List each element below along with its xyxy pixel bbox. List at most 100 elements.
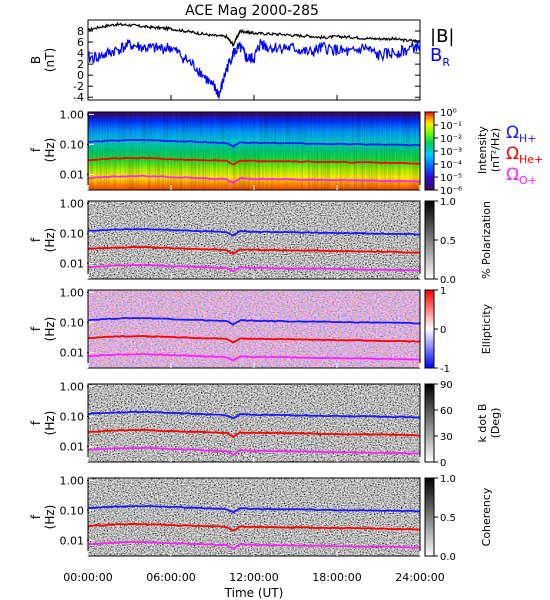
colorbar-tick-label: 1.0	[440, 197, 456, 208]
legend-br: BR	[430, 45, 450, 69]
series-b-magnitude-line	[87, 21, 421, 48]
ellipticity-colorbar-ticks: 1 0 -1	[434, 286, 450, 375]
ellipticity-spectrogram	[88, 290, 420, 368]
gyro-line-heplus	[87, 334, 421, 344]
kdotb-yticks: 1.00 0.10 0.01	[60, 380, 94, 453]
gyro-line-hplus	[87, 316, 421, 326]
colorbar-tick-label: 1	[440, 286, 446, 297]
polarization-yticks: 1.00 0.10 0.01	[60, 197, 94, 270]
legend-br-sub: R	[442, 56, 450, 69]
colorbar-tick-label: 0.5	[440, 513, 456, 524]
gyro-line-oplus	[87, 541, 420, 550]
f-ytick-label: 0.10	[60, 410, 85, 423]
colorbar-tick-label: 90	[440, 380, 453, 391]
colorbar-tick-label: 60	[440, 406, 453, 417]
x-tick-label: 12:00:00	[229, 571, 278, 584]
panel-kdotb: 1.00 0.10 0.01 f (Hz) 90 60 30 0 k dot B (Deg…	[29, 380, 502, 469]
f-ytick-label: 0.10	[60, 504, 85, 517]
kdotb-ylabel: f	[29, 420, 43, 425]
legend-omega-h: ΩH+	[506, 123, 537, 145]
b-ytick-label: 2	[77, 58, 84, 71]
b-ytick-label: 4	[77, 47, 84, 60]
f-ytick-label: 0.01	[60, 440, 85, 453]
gyro-line-hplus	[87, 138, 421, 148]
legend-omega-he-main: Ω	[506, 144, 519, 164]
f-ytick-label: 1.00	[60, 474, 85, 487]
intensity-colorbar	[424, 111, 435, 191]
f-ytick-label: 0.10	[60, 316, 85, 329]
colorbar-tick-label: 10⁻⁴	[440, 160, 462, 171]
polarization-colorbar-label: % Polarization	[480, 201, 493, 279]
f-ytick-label: 0.01	[60, 168, 85, 181]
legend-omega-o-sub: O+	[519, 174, 537, 187]
f-ytick-label: 0.01	[60, 257, 85, 270]
gyro-line-hplus	[87, 227, 421, 237]
coherency-gyro-lines	[87, 504, 421, 550]
gyro-line-oplus	[88, 174, 421, 184]
colorbar-tick-label: 0.5	[440, 236, 456, 247]
legend-omega-h-main: Ω	[506, 123, 519, 143]
title: ACE Mag 2000-285	[185, 3, 319, 19]
colorbar-tick-label: 10⁰	[440, 108, 457, 119]
x-tick-label: 18:00:00	[312, 571, 361, 584]
ellipticity-gyro-lines	[87, 316, 421, 362]
kdotb-colorbar	[424, 383, 435, 463]
kdotb-colorbar-unit: (Deg)	[489, 408, 502, 439]
intensity-colorbar-label: Intensity	[476, 126, 489, 174]
kdotb-spectrogram	[88, 384, 420, 462]
legend-omega-o: ΩO+	[506, 165, 537, 187]
b-ytick-label: -4	[73, 91, 84, 104]
polarization-ylabel: f	[29, 237, 43, 242]
panel-coherency: 1.00 0.10 0.01 f (Hz) 1.0 0.5 0.0 Coherency	[29, 474, 493, 563]
f-ytick-label: 0.01	[60, 346, 85, 359]
gyro-line-oplus	[87, 264, 421, 273]
intensity-yunit: (Hz)	[43, 138, 57, 163]
colorbar-tick-label: 0.0	[440, 275, 456, 286]
panel-b-ylabel: B	[29, 56, 43, 64]
legend-omega-he: ΩHe+	[506, 144, 543, 166]
polarization-gyro-lines	[87, 227, 421, 273]
intensity-colorbar-unit: (nT²/Hz)	[489, 128, 502, 172]
gyro-line-heplus	[87, 245, 421, 256]
coherency-yunit: (Hz)	[43, 505, 57, 530]
x-tick-label: 06:00:00	[146, 571, 195, 584]
coherency-colorbar-ticks: 1.0 0.5 0.0	[434, 474, 456, 563]
colorbar-tick-label: 10⁻⁵	[440, 173, 462, 184]
panel-b-yunit: (nT)	[43, 48, 57, 72]
colorbar-tick-label: 10⁻³	[440, 147, 462, 158]
colorbar-tick-label: 0	[440, 458, 446, 469]
f-ytick-label: 1.00	[60, 380, 85, 393]
kdotb-colorbar-ticks: 90 60 30 0	[434, 380, 453, 469]
colorbar-tick-label: 10⁻⁶	[440, 186, 462, 197]
legend-omega-o-main: Ω	[506, 165, 519, 185]
kdotb-yunit: (Hz)	[43, 411, 57, 436]
chart-title: ACE Mag 2000-285	[185, 3, 319, 19]
gyro-line-heplus	[88, 522, 420, 532]
time-axis-label: Time (UT)	[224, 586, 284, 600]
intensity-ylabel: f	[29, 147, 43, 152]
kdotb-gyro-lines	[87, 410, 421, 456]
intensity-colorbar-ticks: 10⁰ 10⁻¹ 10⁻² 10⁻³ 10⁻⁴ 10⁻⁵ 10⁻⁶	[434, 108, 462, 197]
time-axis: 00:00:00 06:00:00 12:00:00 18:00:00 24:00:00	[63, 95, 445, 584]
colorbar-tick-label: -1	[440, 364, 450, 375]
colorbar-tick-label: 10⁻²	[440, 134, 462, 145]
coherency-ylabel: f	[29, 514, 43, 519]
gyro-line-hplus	[87, 410, 421, 420]
ellipticity-ylabel: f	[29, 326, 43, 331]
legend-br-main: B	[430, 45, 442, 66]
gyro-line-oplus	[87, 446, 420, 456]
f-ytick-label: 1.00	[60, 197, 85, 210]
f-ytick-label: 0.10	[60, 227, 85, 240]
coherency-yticks: 1.00 0.10 0.01	[60, 474, 94, 547]
polarization-yunit: (Hz)	[43, 228, 57, 253]
ellipticity-yticks: 1.00 0.10 0.01	[60, 286, 94, 359]
panel-intensity: 1.000.100.01 f (Hz) 10⁰10⁻¹10⁻²10⁻³10⁻⁴1…	[29, 108, 543, 197]
f-ytick-label: 1.00	[60, 108, 85, 121]
polarization-spectrogram	[88, 201, 420, 279]
colorbar-tick-label: 10⁻¹	[440, 121, 462, 132]
b-ytick-label: -2	[73, 80, 84, 93]
intensity-yticks: 1.00 0.10 0.01	[60, 108, 94, 181]
f-ytick-label: 0.01	[60, 534, 85, 547]
